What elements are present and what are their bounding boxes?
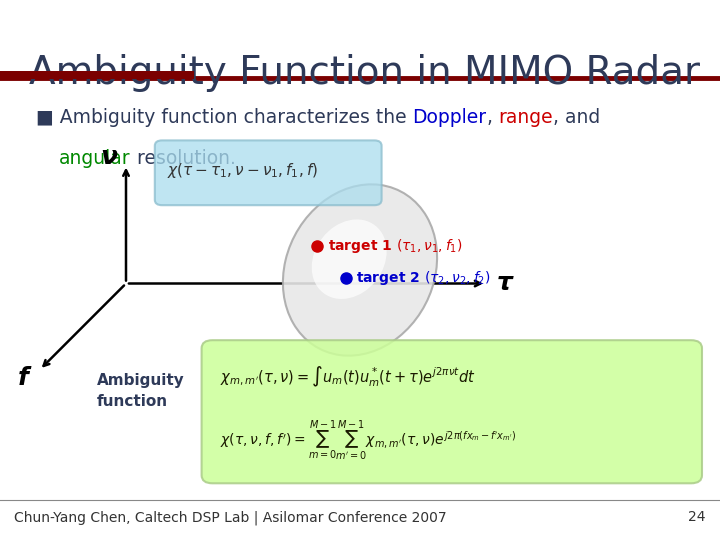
- Text: angular: angular: [59, 148, 130, 167]
- FancyBboxPatch shape: [202, 340, 702, 483]
- Text: Chun-Yang Chen, Caltech DSP Lab | Asilomar Conference 2007: Chun-Yang Chen, Caltech DSP Lab | Asilom…: [14, 510, 447, 525]
- Text: 24: 24: [688, 510, 706, 524]
- Text: resolution.: resolution.: [130, 148, 235, 167]
- Text: τ: τ: [497, 272, 513, 295]
- Ellipse shape: [283, 184, 437, 356]
- Text: f: f: [18, 366, 29, 390]
- Text: , and: , and: [554, 108, 600, 127]
- Text: range: range: [499, 108, 554, 127]
- Text: $\chi(\tau-\tau_1, \nu-\nu_1, f_1, f)$: $\chi(\tau-\tau_1, \nu-\nu_1, f_1, f)$: [167, 160, 318, 180]
- Text: ν: ν: [100, 145, 117, 168]
- Ellipse shape: [312, 219, 387, 299]
- Text: $\chi_{m,m^{\prime}}(\tau,\nu)=\int u_m(t)u_m^*(t+\tau)e^{j2\pi\nu t}dt$: $\chi_{m,m^{\prime}}(\tau,\nu)=\int u_m(…: [220, 364, 475, 389]
- Text: Ambiguity
function: Ambiguity function: [97, 373, 185, 409]
- Text: target 1 $(\tau_1, \nu_1, f_1)$: target 1 $(\tau_1, \nu_1, f_1)$: [328, 237, 462, 255]
- Text: ■ Ambiguity function characterizes the: ■ Ambiguity function characterizes the: [36, 108, 413, 127]
- Text: ,: ,: [487, 108, 499, 127]
- Text: Ambiguity Function in MIMO Radar: Ambiguity Function in MIMO Radar: [29, 54, 700, 92]
- FancyBboxPatch shape: [155, 140, 382, 205]
- FancyBboxPatch shape: [0, 71, 194, 79]
- Text: target 2 $(\tau_2, \nu_2, f_2)$: target 2 $(\tau_2, \nu_2, f_2)$: [356, 269, 491, 287]
- Text: $\chi(\tau,\nu,f,f^{\prime})=\sum_{m=0}^{M-1}\sum_{m^{\prime}=0}^{M-1}\chi_{m,m^: $\chi(\tau,\nu,f,f^{\prime})=\sum_{m=0}^…: [220, 418, 516, 463]
- Text: Doppler: Doppler: [413, 108, 487, 127]
